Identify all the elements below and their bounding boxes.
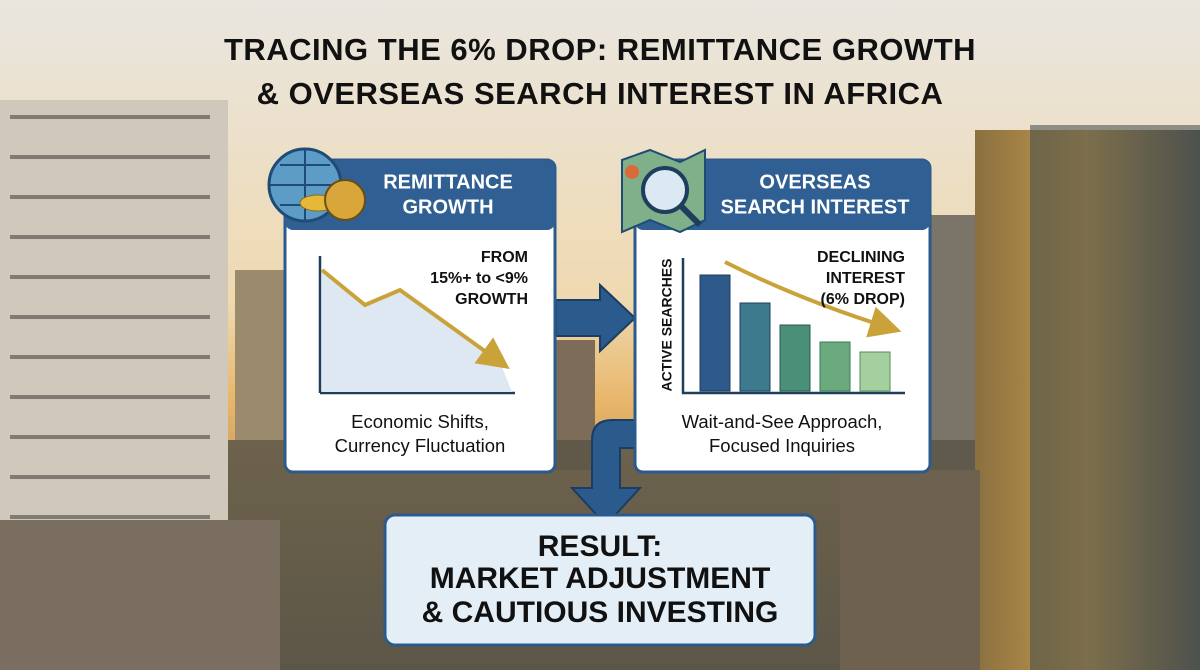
magnifier-handle bbox=[678, 203, 703, 228]
arrow-down bbox=[569, 419, 646, 527]
result-text: & CAUTIOUS INVESTING bbox=[422, 596, 779, 629]
panel-search: OVERSEAS SEARCH INTEREST ACTIVE SEARCHES… bbox=[621, 148, 932, 474]
bar bbox=[739, 302, 771, 392]
result-box: RESULT: MARKET ADJUSTMENT & CAUTIOUS INV… bbox=[383, 513, 817, 647]
title: & OVERSEAS SEARCH INTEREST IN AFRICA bbox=[257, 76, 944, 111]
note: INTEREST bbox=[826, 270, 905, 287]
note: (6% DROP) bbox=[821, 291, 905, 308]
panel-title: GROWTH bbox=[402, 196, 493, 218]
panel-title: SEARCH INTEREST bbox=[721, 196, 910, 218]
result-text: RESULT: bbox=[538, 530, 662, 563]
building-right-glass bbox=[1030, 125, 1200, 670]
result-text: MARKET ADJUSTMENT bbox=[430, 562, 771, 595]
bar bbox=[819, 341, 851, 392]
caption: Economic Shifts, bbox=[351, 411, 489, 432]
title: TRACING THE 6% DROP: REMITTANCE GROWTH bbox=[224, 32, 976, 67]
panel-header bbox=[635, 160, 930, 230]
caption: Focused Inquiries bbox=[709, 435, 855, 456]
caption: Wait-and-See Approach, bbox=[682, 411, 883, 432]
building-left-windows bbox=[10, 115, 210, 519]
note: 15%+ to <9% bbox=[430, 270, 528, 287]
building bbox=[0, 520, 280, 670]
building bbox=[235, 270, 285, 440]
magnifier-icon bbox=[641, 166, 689, 214]
result-panel bbox=[383, 513, 817, 647]
note: GROWTH bbox=[455, 291, 528, 308]
caption: Currency Fluctuation bbox=[335, 435, 506, 456]
note: FROM bbox=[481, 249, 528, 266]
axis-label: ACTIVE SEARCHES bbox=[659, 258, 675, 391]
bar bbox=[779, 324, 811, 392]
money-bag-icon bbox=[324, 179, 366, 221]
trend-line bbox=[320, 268, 510, 370]
panel-remittance: REMITTANCE GROWTH FROM 15%+ to <9% GROWT… bbox=[267, 147, 557, 474]
globe-lines bbox=[270, 149, 340, 221]
panel-title: REMITTANCE bbox=[383, 171, 513, 193]
panel-title: OVERSEAS bbox=[759, 171, 870, 193]
bar bbox=[859, 351, 891, 392]
note: DECLINING bbox=[817, 249, 905, 266]
building bbox=[840, 470, 980, 670]
arrow-right bbox=[555, 282, 637, 354]
trend-arrow bbox=[724, 260, 902, 338]
area bbox=[322, 270, 512, 392]
axis bbox=[681, 258, 905, 395]
bar bbox=[699, 274, 731, 392]
pin-icon bbox=[625, 165, 639, 179]
